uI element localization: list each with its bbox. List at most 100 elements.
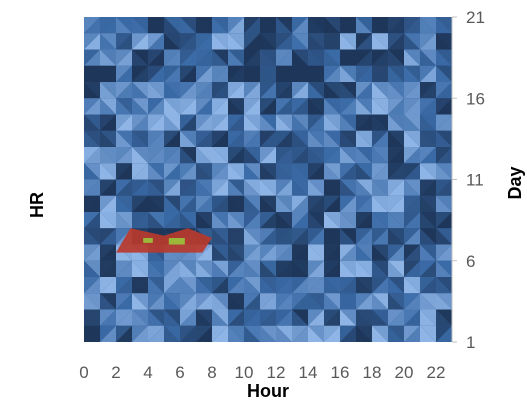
surface-facet xyxy=(132,179,148,196)
surface-facet xyxy=(180,130,196,147)
surface-facet xyxy=(164,147,180,164)
surface-facet xyxy=(116,33,132,50)
surface-facet xyxy=(276,260,292,277)
surface-facet xyxy=(324,114,340,131)
surface-facet xyxy=(228,147,244,164)
surface-facet xyxy=(308,33,324,50)
surface-facet xyxy=(292,212,308,229)
surface-facet xyxy=(148,65,164,82)
surface-facet xyxy=(420,277,436,294)
surface-facet xyxy=(244,163,260,180)
surface-facet xyxy=(276,212,292,229)
surface-facet xyxy=(420,212,436,229)
surface-facet xyxy=(100,244,116,261)
surface-facet xyxy=(148,212,164,229)
surface-facet xyxy=(132,130,148,147)
surface-facet xyxy=(388,98,404,115)
surface-facet xyxy=(356,130,372,147)
surface-facet xyxy=(100,98,116,115)
surface-facet xyxy=(340,98,356,115)
surface-facet xyxy=(148,114,164,131)
surface-facet xyxy=(180,17,196,34)
surface-facet xyxy=(116,17,132,34)
surface-facet xyxy=(276,163,292,180)
surface-facet xyxy=(84,309,100,326)
surface-facet xyxy=(212,163,228,180)
surface-facet xyxy=(308,325,324,342)
surface-facet xyxy=(356,147,372,164)
surface-facet xyxy=(100,33,116,50)
surface-facet xyxy=(340,277,356,294)
surface-facet xyxy=(244,17,260,34)
surface-facet xyxy=(276,49,292,66)
surface-facet xyxy=(372,17,388,34)
surface-facet xyxy=(356,244,372,261)
surface-facet xyxy=(276,293,292,310)
surface-facet xyxy=(276,82,292,99)
surface-facet xyxy=(388,325,404,342)
surface-facet xyxy=(116,293,132,310)
surface-facet xyxy=(228,130,244,147)
surface-facet xyxy=(148,325,164,342)
surface-facet xyxy=(164,179,180,196)
surface-facet xyxy=(340,163,356,180)
surface-facet xyxy=(180,65,196,82)
surface-facet xyxy=(84,147,100,164)
surface-facet xyxy=(340,17,356,34)
surface-facet xyxy=(84,49,100,66)
y2-axis-title: Day xyxy=(505,166,525,199)
surface-facet xyxy=(372,244,388,261)
surface-facet xyxy=(436,17,452,34)
surface-facet xyxy=(276,33,292,50)
surface-facet xyxy=(132,65,148,82)
surface-facet xyxy=(196,98,212,115)
surface-facet xyxy=(164,33,180,50)
surface-facet xyxy=(196,212,212,229)
surface-facet xyxy=(228,163,244,180)
surface-facet xyxy=(164,325,180,342)
surface-facet xyxy=(260,212,276,229)
x-axis-ticks: 0 2 4 6 8 10 12 14 16 18 20 22 xyxy=(79,363,445,382)
surface-facet xyxy=(356,179,372,196)
x-tick-label: 22 xyxy=(427,363,446,382)
surface-facet xyxy=(100,130,116,147)
surface-facet xyxy=(100,277,116,294)
surface-facet xyxy=(340,228,356,245)
x-tick-label: 20 xyxy=(395,363,414,382)
surface-facet xyxy=(324,179,340,196)
surface-facet xyxy=(244,130,260,147)
surface-facet xyxy=(308,195,324,212)
surface-facet xyxy=(84,260,100,277)
surface-facet xyxy=(388,228,404,245)
surface-facet xyxy=(228,212,244,229)
x-tick-label: 0 xyxy=(79,363,88,382)
surface-facet xyxy=(212,212,228,229)
surface-facet xyxy=(116,195,132,212)
surface-facet xyxy=(292,325,308,342)
surface-facet xyxy=(164,277,180,294)
surface-facet xyxy=(420,195,436,212)
y-tick-label: 1 xyxy=(466,333,475,352)
surface-facet xyxy=(164,163,180,180)
surface-facet xyxy=(292,65,308,82)
surface-facet xyxy=(404,114,420,131)
surface-facet xyxy=(100,82,116,99)
surface-facet xyxy=(180,147,196,164)
surface-facet xyxy=(324,130,340,147)
surface-facet xyxy=(436,277,452,294)
surface-facet xyxy=(260,65,276,82)
surface-facet xyxy=(356,98,372,115)
surface-facet xyxy=(132,212,148,229)
surface-facet xyxy=(340,82,356,99)
x-tick-label: 10 xyxy=(235,363,254,382)
surface-facet xyxy=(260,49,276,66)
surface-facet xyxy=(404,163,420,180)
surface-facet xyxy=(420,114,436,131)
surface-facet xyxy=(372,179,388,196)
surface-facet xyxy=(212,17,228,34)
surface-facet xyxy=(372,309,388,326)
surface-facet xyxy=(132,98,148,115)
surface-facet xyxy=(324,277,340,294)
surface-facet xyxy=(116,65,132,82)
